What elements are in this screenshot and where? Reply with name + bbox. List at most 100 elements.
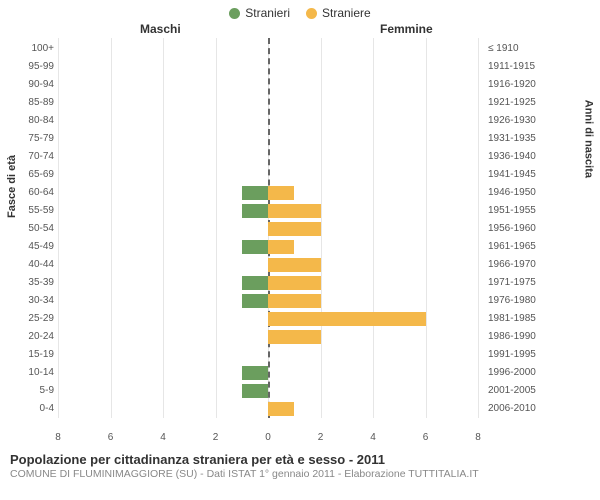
bar-female	[268, 312, 426, 326]
gridline	[478, 38, 479, 418]
footer: Popolazione per cittadinanza straniera p…	[0, 448, 600, 480]
legend-swatch-straniere	[306, 8, 317, 19]
bar-row	[58, 148, 478, 166]
birth-label: 1991-1995	[488, 346, 600, 364]
bar-row	[58, 310, 478, 328]
bar-row	[58, 130, 478, 148]
legend-swatch-stranieri	[229, 8, 240, 19]
birth-label: 1966-1970	[488, 256, 600, 274]
bar-row	[58, 40, 478, 58]
birth-label: 1921-1925	[488, 94, 600, 112]
birth-label: 1981-1985	[488, 310, 600, 328]
bar-male	[242, 384, 268, 398]
x-tick-label: 4	[160, 432, 166, 443]
bar-row	[58, 256, 478, 274]
plot-area	[58, 38, 478, 438]
bar-female	[268, 402, 294, 416]
y-right-labels: ≤ 19101911-19151916-19201921-19251926-19…	[484, 40, 600, 418]
bar-row	[58, 292, 478, 310]
x-tick-label: 8	[475, 432, 481, 443]
age-label: 35-39	[0, 274, 54, 292]
birth-label: 1956-1960	[488, 220, 600, 238]
header-maschi: Maschi	[140, 22, 181, 36]
x-tick-label: 0	[265, 432, 271, 443]
age-label: 80-84	[0, 112, 54, 130]
age-label: 10-14	[0, 364, 54, 382]
legend-item-stranieri: Stranieri	[229, 6, 290, 20]
bar-male	[242, 366, 268, 380]
age-label: 95-99	[0, 58, 54, 76]
bar-female	[268, 240, 294, 254]
chart-title: Popolazione per cittadinanza straniera p…	[10, 452, 590, 467]
bar-male	[242, 186, 268, 200]
bar-row	[58, 346, 478, 364]
birth-label: 1951-1955	[488, 202, 600, 220]
bar-female	[268, 186, 294, 200]
birth-label: 1911-1915	[488, 58, 600, 76]
birth-label: 1961-1965	[488, 238, 600, 256]
age-label: 100+	[0, 40, 54, 58]
bar-male	[242, 276, 268, 290]
bar-female	[268, 276, 321, 290]
bar-row	[58, 202, 478, 220]
birth-label: 1941-1945	[488, 166, 600, 184]
age-label: 55-59	[0, 202, 54, 220]
chart: Fasce di età Anni di nascita 100+95-9990…	[0, 38, 600, 448]
bar-row	[58, 58, 478, 76]
age-label: 15-19	[0, 346, 54, 364]
bar-male	[242, 240, 268, 254]
age-label: 0-4	[0, 400, 54, 418]
birth-label: 1971-1975	[488, 274, 600, 292]
age-label: 45-49	[0, 238, 54, 256]
birth-label: 1931-1935	[488, 130, 600, 148]
age-label: 40-44	[0, 256, 54, 274]
birth-label: 1946-1950	[488, 184, 600, 202]
age-label: 60-64	[0, 184, 54, 202]
legend-label-straniere: Straniere	[322, 6, 371, 20]
birth-label: 2001-2005	[488, 382, 600, 400]
bar-row	[58, 94, 478, 112]
age-label: 90-94	[0, 76, 54, 94]
legend-label-stranieri: Stranieri	[245, 6, 290, 20]
birth-label: 1996-2000	[488, 364, 600, 382]
bar-row	[58, 328, 478, 346]
birth-label: 1986-1990	[488, 328, 600, 346]
age-label: 5-9	[0, 382, 54, 400]
y-left-labels: 100+95-9990-9485-8980-8475-7970-7465-696…	[0, 40, 54, 418]
legend: Stranieri Straniere	[0, 0, 600, 20]
bar-female	[268, 258, 321, 272]
birth-label: 1916-1920	[488, 76, 600, 94]
bar-row	[58, 382, 478, 400]
bar-female	[268, 204, 321, 218]
x-tick-label: 8	[55, 432, 61, 443]
birth-label: 1926-1930	[488, 112, 600, 130]
bar-row	[58, 76, 478, 94]
birth-label: 2006-2010	[488, 400, 600, 418]
bar-male	[242, 294, 268, 308]
bar-rows	[58, 40, 478, 418]
age-label: 50-54	[0, 220, 54, 238]
age-label: 30-34	[0, 292, 54, 310]
bar-female	[268, 330, 321, 344]
x-axis-labels: 864202468	[58, 430, 478, 448]
bar-row	[58, 274, 478, 292]
bar-female	[268, 222, 321, 236]
bar-row	[58, 166, 478, 184]
birth-label: 1936-1940	[488, 148, 600, 166]
x-tick-label: 6	[423, 432, 429, 443]
birth-label: 1976-1980	[488, 292, 600, 310]
age-label: 70-74	[0, 148, 54, 166]
bar-row	[58, 364, 478, 382]
birth-label: ≤ 1910	[488, 40, 600, 58]
column-headers: Maschi Femmine	[0, 20, 600, 38]
legend-item-straniere: Straniere	[306, 6, 371, 20]
age-label: 25-29	[0, 310, 54, 328]
x-tick-label: 6	[108, 432, 114, 443]
bar-female	[268, 294, 321, 308]
age-label: 75-79	[0, 130, 54, 148]
chart-subtitle: COMUNE DI FLUMINIMAGGIORE (SU) - Dati IS…	[10, 468, 590, 480]
header-femmine: Femmine	[380, 22, 433, 36]
x-tick-label: 2	[213, 432, 219, 443]
bar-row	[58, 184, 478, 202]
age-label: 85-89	[0, 94, 54, 112]
